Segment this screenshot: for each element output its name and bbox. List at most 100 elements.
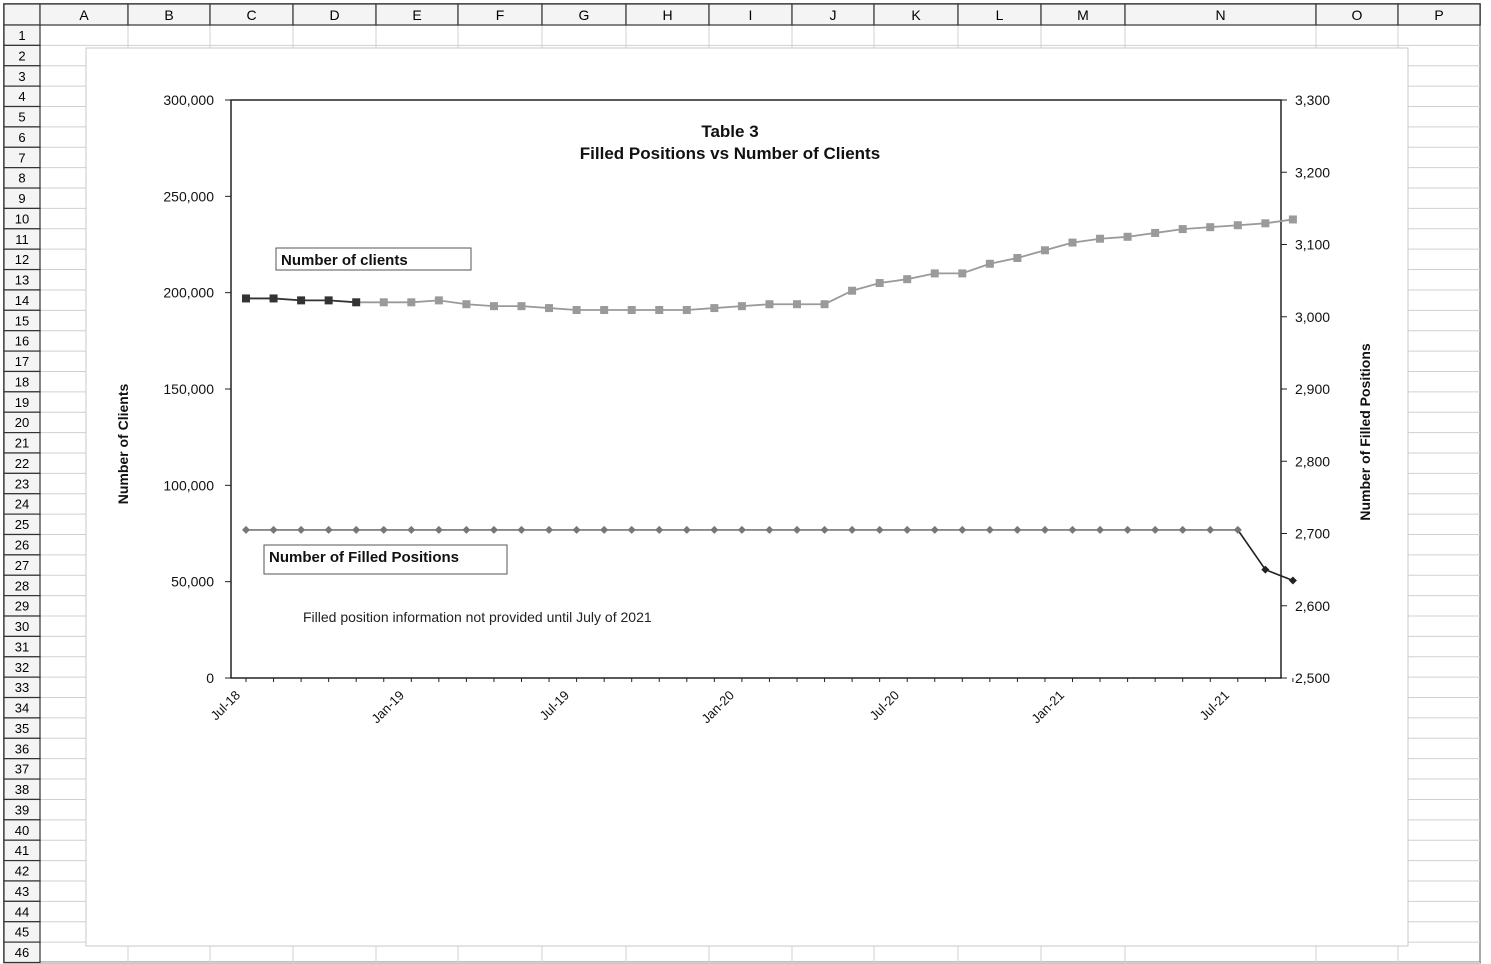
clients-point xyxy=(682,306,691,315)
column-header-label: K xyxy=(911,7,921,23)
filled-positions-point xyxy=(545,525,554,534)
row-header-label: 42 xyxy=(15,864,29,879)
row-header-label: 3 xyxy=(18,69,25,84)
clients-point xyxy=(269,294,278,303)
clients-point xyxy=(600,306,609,315)
row-header-label: 6 xyxy=(18,130,25,145)
select-all-corner[interactable] xyxy=(3,3,41,26)
filled-positions-point xyxy=(1288,576,1297,585)
filled-positions-point xyxy=(1068,525,1077,534)
left-tick-label: 300,000 xyxy=(163,92,214,108)
clients-point xyxy=(903,275,912,284)
column-header-label: G xyxy=(579,7,590,23)
row-header-label: 8 xyxy=(18,171,25,186)
row-header-label: 13 xyxy=(15,273,29,288)
row-header-label: 16 xyxy=(15,334,29,349)
filled-positions-point xyxy=(627,525,636,534)
column-header-label: E xyxy=(412,7,421,23)
clients-point xyxy=(820,300,829,309)
row-header-label: 1 xyxy=(18,28,25,43)
clients-point xyxy=(324,296,333,305)
chart-subtitle: Filled Positions vs Number of Clients xyxy=(580,144,880,163)
clients-point xyxy=(407,298,416,307)
right-tick-label: 2,800 xyxy=(1295,453,1330,469)
row-header-label: 29 xyxy=(15,599,29,614)
row-header-label: 27 xyxy=(15,558,29,573)
column-header-label: N xyxy=(1215,7,1225,23)
left-axis-ticks: 0 50,000 100,000 150,000 200,000 250,000 300,0… xyxy=(163,92,231,686)
filled-positions-point xyxy=(1178,525,1187,534)
right-tick-label: 2,500 xyxy=(1295,670,1330,686)
column-header-label: D xyxy=(329,7,339,23)
filled-positions-point xyxy=(517,525,526,534)
clients-point xyxy=(545,304,554,313)
clients-point xyxy=(1013,253,1022,262)
left-tick-label: 100,000 xyxy=(163,477,214,493)
right-tick-label: 2,700 xyxy=(1295,526,1330,542)
clients-point xyxy=(434,296,443,305)
row-header-label: 17 xyxy=(15,354,29,369)
filled-positions-point xyxy=(462,525,471,534)
clients-point xyxy=(352,298,361,307)
filled-positions-point xyxy=(985,525,994,534)
column-header-label: F xyxy=(496,7,505,23)
row-header-label: 2 xyxy=(18,48,25,63)
left-axis-label: Number of Clients xyxy=(115,384,131,505)
filled-positions-point xyxy=(434,525,443,534)
plot-area xyxy=(230,99,1282,679)
filled-positions-point xyxy=(875,525,884,534)
filled-positions-point xyxy=(820,525,829,534)
row-header-label: 25 xyxy=(15,517,29,532)
filled-positions-point xyxy=(379,525,388,534)
clients-point xyxy=(297,296,306,305)
filled-positions-point xyxy=(572,525,581,534)
clients-point xyxy=(242,294,250,303)
filled-positions-point xyxy=(1206,525,1215,534)
row-header-label: 15 xyxy=(15,313,29,328)
clients-point xyxy=(462,300,471,309)
row-headers[interactable]: 1234567891011121314151617181920212223242… xyxy=(3,24,41,964)
filled-positions-point xyxy=(407,525,416,534)
left-tick-label: 0 xyxy=(206,670,214,686)
filled-positions-point xyxy=(682,525,691,534)
row-header-label: 45 xyxy=(15,925,29,940)
filled-positions-point xyxy=(903,525,912,534)
column-header-p[interactable] xyxy=(1397,3,1481,26)
row-header-label: 10 xyxy=(15,211,29,226)
row-header-46[interactable] xyxy=(3,941,41,964)
filled-positions-point xyxy=(242,525,250,534)
row-header-label: 44 xyxy=(15,904,29,919)
clients-point xyxy=(1261,219,1270,228)
clients-point xyxy=(489,302,498,311)
column-header-label: B xyxy=(164,7,173,23)
filled-positions-point xyxy=(737,525,746,534)
filled-positions-point xyxy=(1123,525,1132,534)
clients-point xyxy=(793,300,801,309)
row-header-label: 22 xyxy=(15,456,29,471)
row-header-label: 31 xyxy=(15,639,29,654)
row-header-label: 34 xyxy=(15,701,29,716)
clients-point xyxy=(1068,238,1077,247)
left-tick-label: 200,000 xyxy=(163,285,214,301)
filled-positions-point xyxy=(489,525,498,534)
row-header-label: 7 xyxy=(18,150,25,165)
clients-point xyxy=(627,306,636,315)
clients-point xyxy=(710,304,719,313)
clients-point xyxy=(1040,246,1049,255)
column-header-label: M xyxy=(1077,7,1089,23)
clients-point xyxy=(985,259,994,268)
filled-positions-point xyxy=(324,525,333,534)
row-header-label: 36 xyxy=(15,741,29,756)
data-series xyxy=(242,215,1297,585)
left-tick-label: 250,000 xyxy=(163,188,214,204)
column-headers[interactable]: A B C D E F G H I J K L M N O P xyxy=(3,3,1481,26)
column-header-label: I xyxy=(749,7,753,23)
right-tick-label: 3,100 xyxy=(1295,237,1330,253)
filled-positions-point xyxy=(1013,525,1022,534)
row-header-label: 24 xyxy=(15,497,29,512)
clients-point xyxy=(1123,232,1132,241)
row-header-label: 21 xyxy=(15,436,29,451)
clients-point xyxy=(958,269,967,278)
right-tick-label: 3,000 xyxy=(1295,309,1330,325)
